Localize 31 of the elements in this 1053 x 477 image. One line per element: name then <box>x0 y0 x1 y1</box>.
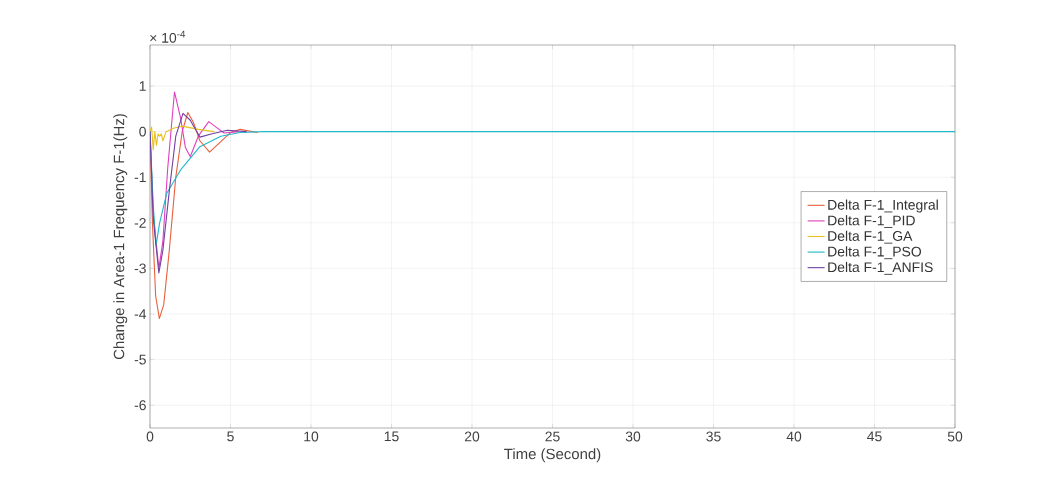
x-tick-label: 20 <box>464 431 480 442</box>
x-tick-label: 35 <box>706 431 721 442</box>
legend-label: Delta F-1_Integral <box>828 199 938 213</box>
x-tick-label: 0 <box>146 431 154 442</box>
x-tick-label: 25 <box>545 431 560 442</box>
legend-label: Delta F-1_GA <box>828 230 913 244</box>
y-tick-label: 1 <box>139 81 146 91</box>
legend-label: Delta F-1_PID <box>828 215 915 228</box>
legend-label: Delta F-1_PSO <box>828 246 922 260</box>
y-tick-label: 0 <box>139 126 146 137</box>
line-series <box>150 112 248 274</box>
y-tick-label: -3 <box>134 263 146 274</box>
x-tick-label: 10 <box>304 431 319 442</box>
y-tick-label: -6 <box>134 400 146 411</box>
x-tick-label: 40 <box>786 431 802 442</box>
line-series <box>150 111 259 320</box>
x-tick-label: 50 <box>947 431 963 442</box>
x-axis-title: Time (Second) <box>504 448 601 463</box>
text: × 10$^{-4}$ <box>150 30 186 43</box>
line-series <box>150 131 956 247</box>
line-series <box>150 125 215 151</box>
x-tick-label: 15 <box>384 431 399 442</box>
y-tick-label: -4 <box>134 309 147 319</box>
y-tick-label: -2 <box>134 217 146 228</box>
y-tick-label: -5 <box>134 354 146 365</box>
x-tick-label: 5 <box>227 431 234 442</box>
x-tick-label: 45 <box>867 431 882 442</box>
y-tick-label: -1 <box>134 172 146 183</box>
y-axis-title: Change in Area-1 Frequency F-1(Hz) <box>113 114 128 360</box>
legend-label: Delta F-1_ANFIS <box>828 261 933 275</box>
x-tick-label: 30 <box>625 431 641 442</box>
